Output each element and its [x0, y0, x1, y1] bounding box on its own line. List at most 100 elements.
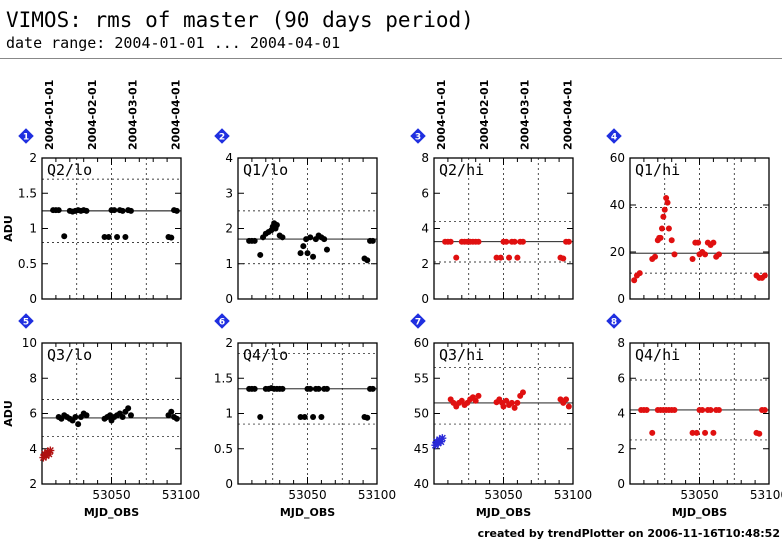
data-point [273, 221, 280, 228]
data-point [257, 251, 264, 258]
page-title: VIMOS: rms of master (90 days period) [6, 8, 474, 32]
data-point [663, 194, 670, 201]
y-tick-label: 4 [617, 407, 625, 421]
data-point [699, 406, 706, 413]
panel-badge [16, 311, 36, 331]
data-point [658, 225, 665, 232]
data-point [83, 412, 90, 419]
data-point [72, 414, 79, 421]
y-tick-label: 6 [421, 186, 429, 200]
data-point [447, 238, 454, 245]
data-point [511, 238, 518, 245]
data-point [652, 253, 659, 260]
data-point [761, 272, 768, 279]
panel-badge [212, 126, 232, 146]
data-point [307, 234, 314, 241]
data-point [665, 225, 672, 232]
x-axis-label: MJD_OBS [84, 506, 139, 519]
data-point [114, 233, 121, 240]
data-point [636, 270, 643, 277]
data-point [321, 236, 328, 243]
data-point [472, 397, 479, 404]
y-axis-label: ADU [2, 215, 15, 242]
data-point [707, 406, 714, 413]
data-point-star [46, 446, 55, 455]
data-point [519, 389, 526, 396]
panel-badge-number: 2 [219, 133, 225, 143]
data-point [710, 429, 717, 436]
y-tick-label: 40 [610, 198, 625, 212]
top-date-label: 2004-01-01 [43, 80, 56, 150]
x-axis-label: MJD_OBS [672, 506, 727, 519]
data-point [173, 207, 180, 214]
data-point [695, 239, 702, 246]
top-date-label: 2004-03-01 [126, 80, 139, 150]
x-tick-label: 53100 [750, 488, 782, 502]
y-tick-label: 2 [225, 222, 233, 236]
panel-label: Q2/lo [47, 161, 92, 179]
y-tick-label: 6 [617, 371, 625, 385]
panel-label: Q3/lo [47, 346, 92, 364]
data-point [493, 254, 500, 261]
top-date-label: 2004-02-01 [478, 80, 491, 150]
panel-2: 0 1 2 3 4 Q1/lo 2 [212, 126, 378, 306]
data-point [364, 257, 371, 264]
data-point [251, 237, 258, 244]
data-point [257, 414, 264, 421]
data-point [475, 238, 482, 245]
y-tick-label: 8 [617, 336, 625, 350]
x-tick-label: 53100 [162, 488, 200, 502]
panel-badge [408, 311, 428, 331]
y-tick-label: 1 [29, 222, 37, 236]
data-point [710, 239, 717, 246]
data-point [279, 234, 286, 241]
data-point [251, 385, 258, 392]
data-point [301, 414, 308, 421]
y-tick-label: 3 [225, 186, 233, 200]
x-tick-label: 53100 [554, 488, 592, 502]
x-tick-label: 53050 [680, 488, 718, 502]
y-tick-label: 8 [421, 151, 429, 165]
data-point [101, 233, 108, 240]
top-date-label: 2004-04-01 [561, 80, 574, 150]
y-tick-label: 2 [421, 257, 429, 271]
y-tick-label: 10 [22, 336, 37, 350]
top-date-label: 2004-01-01 [435, 80, 448, 150]
data-point [168, 408, 175, 415]
date-range-subtitle: date range: 2004-01-01 ... 2004-04-01 [6, 34, 341, 52]
panel-7: 40 45 50 55 60 53050 53100 Q3/hi 7 MJD_OBS [408, 311, 592, 519]
x-tick-label: 53050 [92, 488, 130, 502]
data-point [668, 237, 675, 244]
data-point [693, 429, 700, 436]
data-point [661, 206, 668, 213]
data-point [631, 277, 638, 284]
data-point [514, 399, 521, 406]
data-point [560, 255, 567, 262]
data-point [475, 392, 482, 399]
y-tick-label: 8 [29, 371, 37, 385]
y-tick-label: 0 [225, 477, 233, 491]
data-point [649, 429, 656, 436]
panel-6: 0 0.5 1 1.5 2 53050 53100 Q4/lo 6 MJD_OBS [212, 311, 396, 519]
panel-4: 0 20 40 60 Q1/hi 4 [604, 126, 770, 306]
top-date-label: 2004-02-01 [86, 80, 99, 150]
y-tick-label: 0 [29, 292, 37, 306]
data-point [369, 385, 376, 392]
panel-badge [212, 311, 232, 331]
y-tick-label: 0 [617, 292, 625, 306]
x-tick-label: 53100 [358, 488, 396, 502]
data-point [671, 251, 678, 258]
data-point [689, 429, 696, 436]
data-point [119, 207, 126, 214]
data-point [500, 403, 507, 410]
y-tick-label: 1.5 [18, 186, 37, 200]
data-point [297, 414, 304, 421]
panel-3: 0 2 4 6 8 Q2/hi 3 2004-01-01 2004-02-01 2004-03-0… [408, 80, 574, 306]
data-point [565, 403, 572, 410]
y-tick-label: 60 [610, 151, 625, 165]
data-point [297, 250, 304, 257]
top-date-label: 2004-04-01 [169, 80, 182, 150]
panel-label: Q1/lo [243, 161, 288, 179]
y-tick-label: 55 [414, 371, 429, 385]
